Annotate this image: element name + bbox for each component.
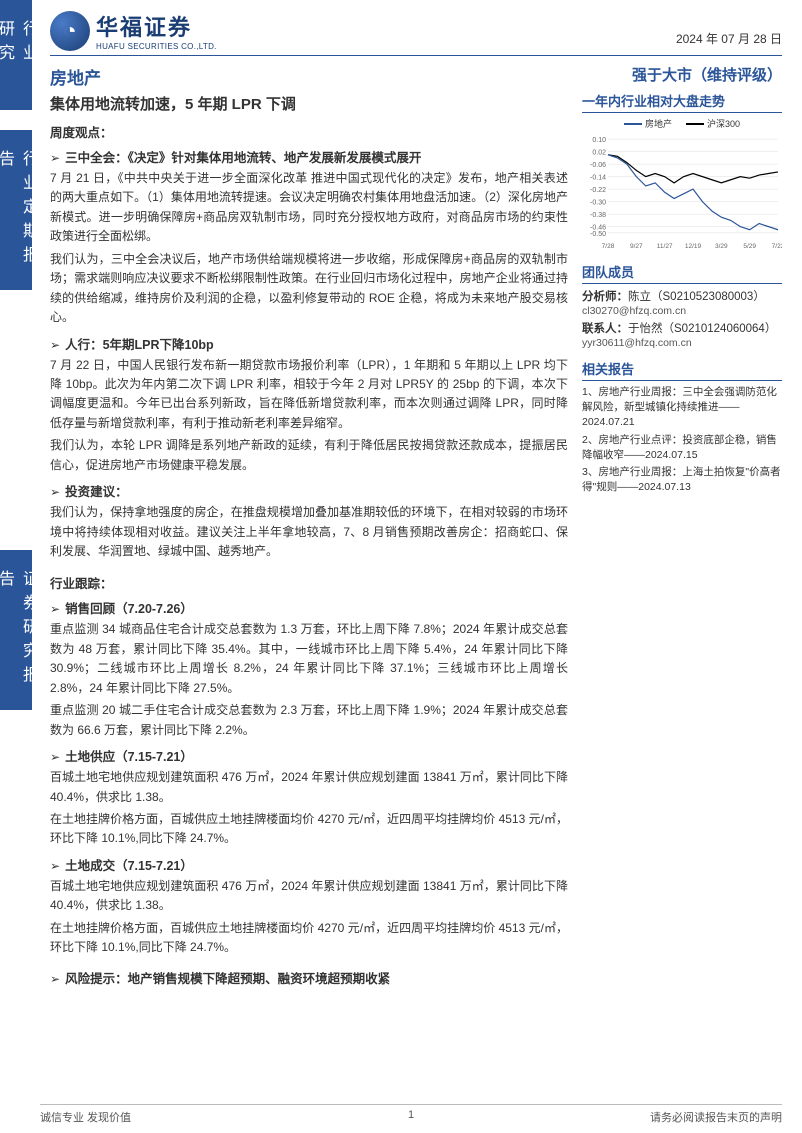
bullet-arrow-icon: ➢ xyxy=(50,602,60,616)
svg-text:-0.14: -0.14 xyxy=(590,175,606,182)
related-heading: 相关报告 xyxy=(582,359,782,381)
analyst-name: 陈立（S0210523080003） xyxy=(628,291,765,303)
report-date: 2024 年 07 月 28 日 xyxy=(676,30,782,51)
b1-heading: 三中全会：《决定》针对集体用地流转、地产发展新发展模式展开 xyxy=(65,147,421,166)
logo-cn: 华福证券 xyxy=(96,10,217,42)
svg-text:-0.06: -0.06 xyxy=(590,162,606,169)
b7-heading: 风险提示：地产销售规模下降超预期、融资环境超预期收紧 xyxy=(65,968,390,987)
chart-legend: 房地产 沪深300 xyxy=(582,117,782,130)
svg-text:5/29: 5/29 xyxy=(743,243,756,250)
svg-text:3/29: 3/29 xyxy=(715,243,728,250)
contact-label: 联系人： xyxy=(582,323,628,335)
legend-label-1: 房地产 xyxy=(645,117,672,130)
footer-left: 诚信专业 发现价值 xyxy=(40,1109,131,1125)
legend-line-2 xyxy=(686,123,704,125)
sidebar-column: 强于大市（维持评级） 一年内行业相对大盘走势 房地产 沪深300 0.10 0.0… xyxy=(582,64,782,990)
p8: 百城土地宅地供应规划建筑面积 476 万㎡，2024 年累计供应规划建面 138… xyxy=(50,768,568,807)
p11: 在土地挂牌价格方面，百城供应土地挂牌楼面均价 4270 元/㎡，近四周平均挂牌均… xyxy=(50,919,568,958)
bullet-arrow-icon: ➢ xyxy=(50,750,60,764)
sector-title: 房地产 xyxy=(50,64,568,89)
rating: 强于大市（维持评级） xyxy=(582,64,782,85)
report-title: 集体用地流转加速，5 年期 LPR 下调 xyxy=(50,93,568,114)
b4-heading: 销售回顾（7.20-7.26） xyxy=(65,598,193,617)
svg-text:7/28: 7/28 xyxy=(602,243,615,250)
side-tab-1: 行业研究 xyxy=(0,0,32,110)
logo-en: HUAFU SECURITIES CO.,LTD. xyxy=(96,42,217,51)
trend-chart: 0.100.02-0.06-0.14-0.22-0.30-0.38-0.46-0… xyxy=(582,132,782,252)
side-tab-2: 行业定期报告 xyxy=(0,130,32,290)
p5: 我们认为，保持拿地强度的房企，在推盘规模增加叠加基准期较低的环境下，在相对较弱的… xyxy=(50,503,568,561)
related-1: 1、房地产行业周报：三中全会强调防范化解风险，新型城镇化持续推进——2024.0… xyxy=(582,385,782,431)
svg-text:0.10: 0.10 xyxy=(592,137,606,144)
p4: 我们认为，本轮 LPR 调降是系列地产新政的延续，有利于降低居民按揭贷款还款成本… xyxy=(50,436,568,475)
bullet-arrow-icon: ➢ xyxy=(50,859,60,873)
header: ◔ 华福证券 HUAFU SECURITIES CO.,LTD. 2024 年 … xyxy=(50,10,782,56)
analyst-email: cl30270@hfzq.com.cn xyxy=(582,305,782,317)
contact-email: yyr30611@hfzq.com.cn xyxy=(582,337,782,349)
footer-page: 1 xyxy=(408,1109,414,1121)
svg-text:9/27: 9/27 xyxy=(630,243,643,250)
svg-text:11/27: 11/27 xyxy=(657,243,673,250)
footer: 诚信专业 发现价值 1 请务必阅读报告末页的声明 xyxy=(40,1104,782,1125)
svg-text:0.02: 0.02 xyxy=(592,150,606,157)
legend-line-1 xyxy=(624,123,642,125)
logo-icon: ◔ xyxy=(50,11,90,51)
b2-heading: 人行：5年期LPR下降10bp xyxy=(65,334,214,353)
b5-heading: 土地供应（7.15-7.21） xyxy=(65,746,193,765)
weekly-label: 周度观点： xyxy=(50,122,568,141)
side-tab-3: 证券研究报告 xyxy=(0,550,32,710)
team-heading: 团队成员 xyxy=(582,262,782,284)
b3-heading: 投资建议： xyxy=(65,481,128,500)
legend-label-2: 沪深300 xyxy=(707,117,740,130)
contact-name: 于怡然（S0210124060064） xyxy=(628,323,776,335)
bullet-arrow-icon: ➢ xyxy=(50,485,60,499)
related-3: 3、房地产行业周报：上海土拍恢复"价高者得"规则——2024.07.13 xyxy=(582,465,782,495)
b6-heading: 土地成交（7.15-7.21） xyxy=(65,855,193,874)
svg-text:-0.30: -0.30 xyxy=(590,200,606,207)
bullet-arrow-icon: ➢ xyxy=(50,151,60,165)
p7: 重点监测 20 城二手住宅合计成交总套数为 2.3 万套，环比上周下降 1.9%… xyxy=(50,701,568,740)
chart-heading: 一年内行业相对大盘走势 xyxy=(582,91,782,113)
p10: 百城土地宅地供应规划建筑面积 476 万㎡，2024 年累计供应规划建面 138… xyxy=(50,877,568,916)
related-2: 2、房地产行业点评：投资底部企稳，销售降幅收窄——2024.07.15 xyxy=(582,433,782,463)
p2: 我们认为，三中全会决议后，地产市场供给端规模将进一步收缩，形成保障房+商品房的双… xyxy=(50,250,568,328)
footer-right: 请务必阅读报告末页的声明 xyxy=(650,1109,782,1125)
p9: 在土地挂牌价格方面，百城供应土地挂牌楼面均价 4270 元/㎡，近四周平均挂牌均… xyxy=(50,810,568,849)
p6: 重点监测 34 城商品住宅合计成交总套数为 1.3 万套，环比上周下降 7.8%… xyxy=(50,620,568,698)
logo: ◔ 华福证券 HUAFU SECURITIES CO.,LTD. xyxy=(50,10,217,51)
bullet-arrow-icon: ➢ xyxy=(50,972,60,986)
analyst-label: 分析师： xyxy=(582,291,628,303)
svg-text:-0.50: -0.50 xyxy=(590,231,606,238)
side-tabs: 行业研究 行业定期报告 证券研究报告 xyxy=(0,0,32,1100)
svg-text:12/19: 12/19 xyxy=(685,243,702,250)
svg-text:-0.22: -0.22 xyxy=(590,187,606,194)
svg-text:7/22: 7/22 xyxy=(772,243,782,250)
main-column: 房地产 集体用地流转加速，5 年期 LPR 下调 周度观点： ➢ 三中全会：《决… xyxy=(50,64,568,990)
bullet-arrow-icon: ➢ xyxy=(50,338,60,352)
p1: 7 月 21 日，《中共中央关于进一步全面深化改革 推进中国式现代化的决定》发布… xyxy=(50,169,568,247)
track-label: 行业跟踪： xyxy=(50,573,568,592)
svg-text:-0.38: -0.38 xyxy=(590,212,606,219)
p3: 7 月 22 日，中国人民银行发布新一期贷款市场报价利率（LPR），1 年期和 … xyxy=(50,356,568,434)
